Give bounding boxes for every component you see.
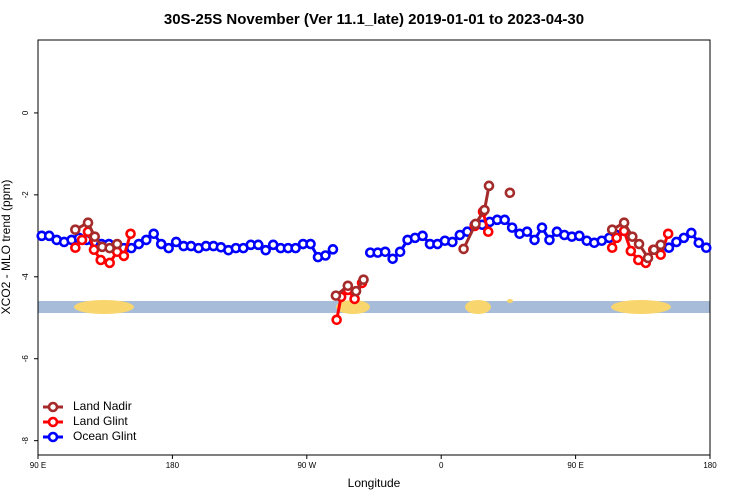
chart-title: 30S-25S November (Ver 11.1_late) 2019-01… bbox=[164, 11, 584, 28]
point bbox=[70, 242, 81, 254]
point bbox=[70, 224, 81, 235]
legend-marker bbox=[47, 431, 59, 443]
point bbox=[700, 242, 712, 254]
point bbox=[611, 232, 622, 244]
point bbox=[95, 254, 107, 266]
land-patch bbox=[465, 300, 491, 314]
point bbox=[686, 227, 697, 239]
y-axis-label: XCO2 - MLO trend (ppm) bbox=[0, 180, 13, 315]
land-patch bbox=[336, 300, 370, 314]
point bbox=[43, 230, 55, 242]
point bbox=[479, 204, 490, 216]
point bbox=[290, 242, 301, 254]
point bbox=[482, 226, 494, 238]
land-patch bbox=[611, 300, 671, 314]
x-axis-label: Longitude bbox=[348, 476, 401, 490]
point bbox=[82, 217, 94, 229]
point bbox=[536, 222, 548, 233]
point bbox=[330, 290, 342, 301]
point bbox=[155, 238, 167, 250]
point bbox=[387, 253, 398, 265]
point bbox=[88, 244, 100, 256]
point bbox=[544, 234, 555, 246]
point bbox=[648, 244, 660, 256]
point bbox=[633, 238, 645, 250]
x-tick-label: 90 E bbox=[30, 461, 46, 470]
legend-label: Land Glint bbox=[73, 414, 128, 428]
point bbox=[133, 238, 145, 250]
point bbox=[574, 230, 585, 242]
point bbox=[662, 228, 674, 240]
point bbox=[470, 218, 481, 230]
point bbox=[76, 234, 88, 246]
legend-label: Ocean Glint bbox=[73, 429, 137, 443]
point bbox=[252, 239, 264, 251]
point bbox=[305, 238, 316, 250]
point bbox=[327, 244, 339, 255]
point bbox=[693, 237, 705, 249]
land-patch bbox=[74, 300, 134, 314]
point bbox=[358, 274, 369, 285]
point bbox=[89, 231, 101, 242]
point bbox=[627, 231, 638, 242]
point bbox=[350, 285, 362, 297]
point bbox=[606, 242, 618, 254]
point bbox=[104, 242, 115, 254]
point bbox=[260, 244, 272, 256]
point bbox=[655, 249, 667, 260]
x-tick-label: 0 bbox=[439, 461, 444, 470]
point bbox=[379, 246, 391, 258]
x-tick-label: 90 W bbox=[297, 461, 316, 470]
point bbox=[447, 236, 458, 248]
y-tick-label: -6 bbox=[21, 355, 30, 363]
point bbox=[140, 234, 152, 246]
point bbox=[529, 234, 540, 246]
point bbox=[170, 236, 182, 248]
point bbox=[506, 222, 518, 233]
legend-marker bbox=[47, 416, 59, 428]
series bbox=[36, 214, 712, 265]
legend-label: Land Nadir bbox=[73, 399, 132, 413]
y-tick-label: -4 bbox=[21, 273, 30, 281]
land-strip bbox=[38, 299, 710, 314]
legend-marker bbox=[47, 401, 59, 413]
point bbox=[625, 245, 637, 257]
point bbox=[618, 217, 630, 229]
point bbox=[606, 224, 618, 235]
x-tick-label: 180 bbox=[166, 461, 180, 470]
ocean-band bbox=[38, 301, 710, 313]
point bbox=[655, 239, 667, 251]
point bbox=[678, 232, 690, 244]
series bbox=[70, 180, 667, 301]
land-patch bbox=[507, 299, 513, 303]
point bbox=[111, 238, 123, 250]
point bbox=[148, 228, 160, 240]
point bbox=[331, 314, 342, 326]
point bbox=[521, 226, 533, 238]
point bbox=[671, 236, 682, 248]
point bbox=[118, 250, 130, 262]
point bbox=[504, 187, 516, 199]
point bbox=[458, 243, 469, 255]
x-tick-label: 180 bbox=[703, 461, 717, 470]
point bbox=[417, 230, 428, 242]
point bbox=[163, 242, 174, 254]
x-tick-label: 90 E bbox=[567, 461, 583, 470]
point bbox=[342, 280, 354, 292]
point bbox=[394, 246, 406, 258]
y-tick-label: -8 bbox=[21, 437, 30, 445]
point bbox=[642, 252, 654, 264]
point bbox=[663, 242, 675, 254]
point bbox=[104, 257, 115, 269]
point bbox=[320, 250, 331, 261]
point bbox=[125, 228, 136, 240]
point bbox=[483, 180, 495, 192]
point bbox=[499, 214, 510, 226]
y-tick-label: -2 bbox=[21, 191, 30, 199]
y-tick-label: 0 bbox=[21, 110, 30, 115]
